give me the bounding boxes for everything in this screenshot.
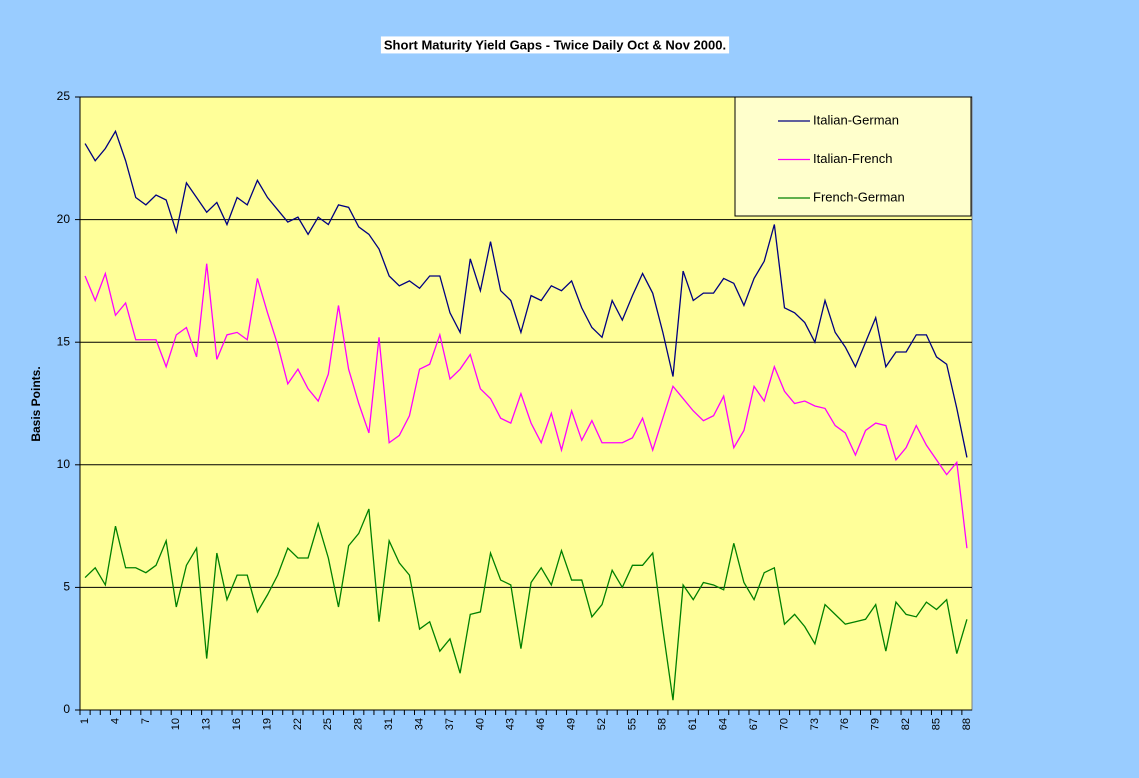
x-tick-label: 31 bbox=[383, 718, 395, 730]
x-tick-label: 7 bbox=[140, 718, 152, 724]
x-tick-label: 70 bbox=[778, 718, 790, 730]
x-tick-label: 16 bbox=[231, 718, 243, 730]
series-line bbox=[84, 508, 968, 701]
legend-box bbox=[734, 96, 972, 217]
x-tick-label: 67 bbox=[748, 718, 760, 730]
y-tick-label: 15 bbox=[57, 334, 71, 348]
y-tick-label: 10 bbox=[57, 457, 71, 471]
x-tick-label: 25 bbox=[322, 718, 334, 730]
x-tick-label: 58 bbox=[657, 718, 669, 730]
x-tick-label: 37 bbox=[444, 718, 456, 730]
y-tick-label: 25 bbox=[57, 89, 71, 103]
chart-title: Short Maturity Yield Gaps - Twice Daily … bbox=[384, 37, 726, 52]
x-tick-label: 61 bbox=[687, 718, 699, 730]
x-tick-label: 4 bbox=[109, 718, 121, 724]
x-tick-label: 13 bbox=[201, 718, 213, 730]
x-tick-label: 64 bbox=[718, 718, 730, 730]
x-tick-label: 76 bbox=[839, 718, 851, 730]
x-tick-label: 40 bbox=[474, 718, 486, 730]
title-background bbox=[380, 36, 730, 54]
x-tick-label: 46 bbox=[535, 718, 547, 730]
x-tick-label: 88 bbox=[961, 718, 973, 730]
legend-label: French-German bbox=[813, 189, 905, 204]
y-tick-label: 20 bbox=[57, 212, 71, 226]
y-tick-label: 0 bbox=[63, 702, 70, 716]
y-tick-label: 5 bbox=[63, 580, 70, 594]
series-line bbox=[84, 129, 968, 458]
legend-label: Italian-French bbox=[813, 151, 892, 166]
x-tick-label: 28 bbox=[353, 718, 365, 730]
x-tick-label: 1 bbox=[79, 718, 91, 724]
x-tick-label: 43 bbox=[505, 718, 517, 730]
x-tick-label: 49 bbox=[566, 718, 578, 730]
x-tick-label: 34 bbox=[413, 718, 425, 730]
series-line bbox=[84, 263, 968, 549]
x-tick-label: 19 bbox=[261, 718, 273, 730]
x-tick-label: 82 bbox=[900, 718, 912, 730]
x-tick-label: 10 bbox=[170, 718, 182, 730]
y-axis-title: Basis Points. bbox=[29, 366, 43, 441]
x-tick-label: 79 bbox=[870, 718, 882, 730]
x-tick-label: 55 bbox=[626, 718, 638, 730]
x-tick-label: 52 bbox=[596, 718, 608, 730]
x-tick-label: 73 bbox=[809, 718, 821, 730]
x-tick-label: 22 bbox=[292, 718, 304, 730]
legend-label: Italian-German bbox=[813, 112, 899, 127]
x-tick-label: 85 bbox=[930, 718, 942, 730]
